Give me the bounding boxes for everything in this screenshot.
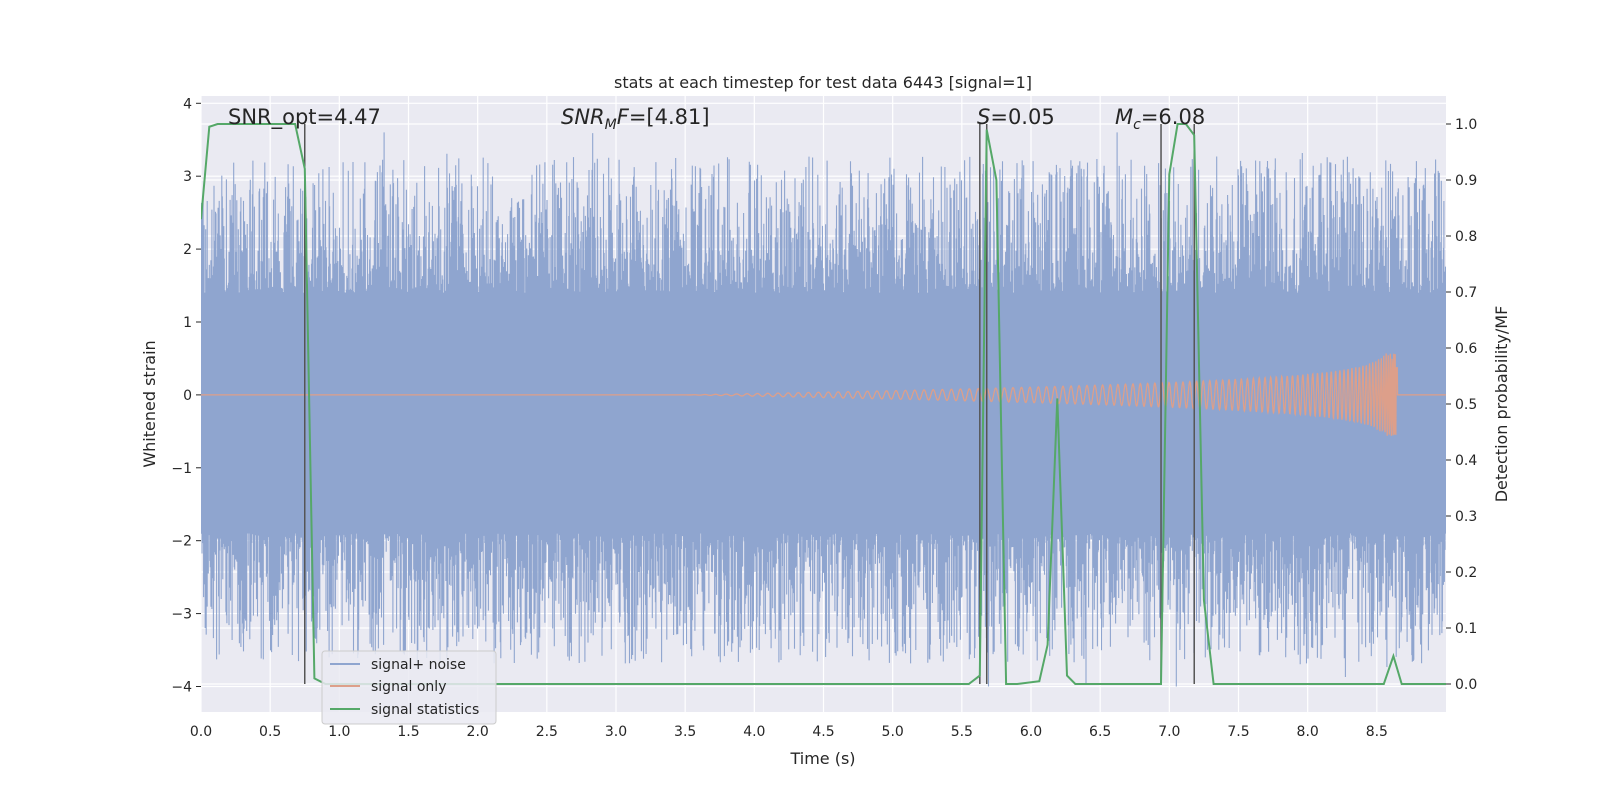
- annotation-s: S=0.05: [977, 105, 1055, 129]
- y2-tick-label: 0.0: [1455, 677, 1477, 693]
- y2-tick-label: 0.5: [1455, 397, 1477, 413]
- x-tick-label: 0.0: [190, 724, 212, 740]
- x-tick-label: 8.0: [1297, 724, 1319, 740]
- annotation-snr-mf: SNRMF=[4.81]: [561, 105, 710, 133]
- y2-tick-label: 0.3: [1455, 509, 1477, 525]
- signal-trace: [201, 353, 1446, 436]
- y-tick-label: 0: [183, 388, 192, 404]
- x-tick-label: 2.0: [467, 724, 489, 740]
- series-signal-statistics: [201, 123, 1446, 685]
- statistics-line: [201, 123, 1446, 685]
- x-tick-label: 0.5: [259, 724, 281, 740]
- x-tick-label: 5.0: [882, 724, 904, 740]
- x-tick-label: 7.5: [1227, 724, 1249, 740]
- x-tick-label: 4.5: [812, 724, 834, 740]
- y-tick-label: 1: [183, 315, 192, 331]
- x-tick-label: 2.5: [536, 724, 558, 740]
- x-tick-label: 4.0: [743, 724, 765, 740]
- x-tick-label: 6.0: [1020, 724, 1042, 740]
- y-axis-label: Whitened strain: [140, 340, 159, 467]
- legend-label-signal-only: signal only: [371, 679, 446, 695]
- y-tick-label: 4: [183, 96, 192, 112]
- chart-title: stats at each timestep for test data 644…: [614, 73, 1032, 92]
- y-tick-label: −2: [171, 534, 192, 550]
- x-axis-label: Time (s): [789, 749, 855, 768]
- x-tick-label: 8.5: [1366, 724, 1388, 740]
- y2-tick-label: 0.6: [1455, 341, 1477, 357]
- y-tick-label: −3: [171, 607, 192, 623]
- y-tick-label: 2: [183, 242, 192, 258]
- legend-box: [321, 650, 497, 725]
- x-tick-label: 3.0: [605, 724, 627, 740]
- x-tick-label: 6.5: [1089, 724, 1111, 740]
- x-tick-label: 3.5: [674, 724, 696, 740]
- series-signal-noise: [201, 132, 1446, 687]
- y-tick-label: −4: [171, 679, 192, 695]
- plot-area: [201, 123, 1446, 687]
- legend-label-signal-noise: signal+ noise: [371, 657, 466, 673]
- legend: signal+ noise signal only signal statist…: [321, 650, 497, 725]
- x-tick-label: 7.0: [1158, 724, 1180, 740]
- y2-tick-label: 0.2: [1455, 565, 1477, 581]
- y2-tick-label: 0.7: [1455, 285, 1477, 301]
- y-tick-label: 3: [183, 169, 192, 185]
- x-tick-label: 1.5: [397, 724, 419, 740]
- x-tick-label: 5.5: [951, 724, 973, 740]
- axis-ticks: 0.0 0.5 1.0 1.5 2.0 2.5 3.0 3.5 4.0 4.5 5.0 5.5 6.0 6…: [171, 96, 1477, 740]
- annotation-mc: Mc=6.08: [1115, 105, 1205, 133]
- x-tick-label: 1.0: [328, 724, 350, 740]
- y2-tick-label: 0.9: [1455, 173, 1477, 189]
- legend-label-signal-statistics: signal statistics: [371, 702, 479, 718]
- y2-axis-label: Detection probability/MF: [1492, 306, 1511, 503]
- y-tick-label: −1: [171, 461, 192, 477]
- noise-trace: [201, 132, 1446, 687]
- y2-tick-label: 0.4: [1455, 453, 1477, 469]
- series-signal-only: [201, 353, 1446, 436]
- y2-tick-label: 1.0: [1455, 117, 1477, 133]
- y2-tick-label: 0.1: [1455, 621, 1477, 637]
- y2-tick-label: 0.8: [1455, 229, 1477, 245]
- annotation-snr-opt: SNR_opt=4.47: [228, 105, 381, 130]
